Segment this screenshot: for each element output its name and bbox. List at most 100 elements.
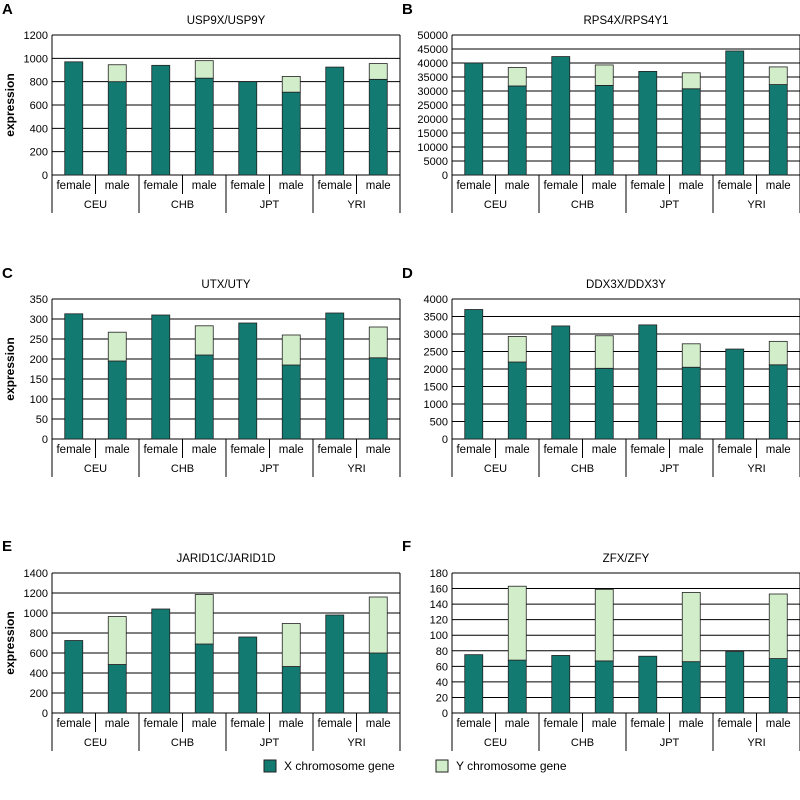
y-tick-label: 1500 [424, 382, 448, 394]
y-tick-label: 0 [442, 708, 448, 720]
x-group-label: JPT [260, 463, 280, 475]
y-tick-label: 3000 [424, 329, 448, 341]
x-subcategory-label: male [366, 180, 391, 192]
bar-y-gene [107, 616, 127, 665]
y-tick-label: 20000 [417, 114, 448, 126]
x-subcategory-label: female [143, 444, 178, 456]
y-tick-label: 45000 [417, 44, 448, 56]
bar-y-gene [768, 593, 788, 659]
legend-swatch-x-gene [263, 759, 277, 773]
x-subcategory-label: male [766, 180, 791, 192]
chart-panel-d: D DDX3X/DDX3Y 0 500 1000 1500 2000 2500 3000 3500… [402, 265, 800, 477]
chart-title: UTX/UTY [201, 279, 251, 291]
bar-x-gene [507, 85, 527, 176]
x-subcategory-label: male [592, 180, 617, 192]
bar-x-gene [194, 77, 214, 176]
bar-y-gene [681, 343, 701, 368]
bar-x-gene [238, 81, 258, 176]
bar-x-gene [325, 66, 345, 176]
x-subcategory-label: male [366, 718, 391, 730]
y-tick-label: 25000 [417, 100, 448, 112]
panel-letter: B [402, 1, 413, 18]
bar-x-gene [681, 366, 701, 440]
x-subcategory-label: male [192, 444, 217, 456]
y-tick-label: 0 [442, 434, 448, 446]
bar-x-gene [594, 660, 614, 714]
bar-y-gene [507, 336, 527, 363]
bar-y-gene [281, 76, 301, 93]
x-subcategory-label: male [766, 444, 791, 456]
y-tick-label: 1400 [24, 568, 48, 580]
x-group-label: JPT [660, 199, 680, 211]
bar-x-gene [151, 314, 171, 440]
panel-letter: C [2, 265, 13, 282]
bar-x-gene [768, 658, 788, 714]
y-tick-label: 2500 [424, 347, 448, 359]
y-tick-label: 100 [30, 394, 48, 406]
x-subcategory-label: female [317, 180, 352, 192]
bar-y-gene [107, 331, 127, 362]
bar-x-gene [507, 659, 527, 714]
bar-x-gene [594, 85, 614, 176]
legend-label-y-gene: Y chromosome gene [456, 759, 567, 773]
bar-x-gene [238, 636, 258, 714]
bar-x-gene [638, 655, 658, 714]
bar-x-gene [281, 91, 301, 176]
x-subcategory-label: male [679, 180, 704, 192]
y-tick-label: 50000 [417, 30, 448, 42]
bar-x-gene [551, 56, 571, 176]
x-group-label: CEU [484, 737, 507, 749]
y-tick-label: 600 [30, 100, 48, 112]
x-subcategory-label: male [505, 718, 530, 730]
chart-panel-f: F ZFX/ZFY 0 20 40 60 80 100 120 140 160 180 female ma… [402, 538, 800, 751]
bar-x-gene [681, 88, 701, 176]
y-tick-label: 0 [42, 170, 48, 182]
chart-panel-c: C UTX/UTY expression 0 50 100 150 200 250 300 350 f… [2, 265, 401, 477]
x-subcategory-label: male [766, 718, 791, 730]
x-subcategory-label: male [279, 718, 304, 730]
bar-x-gene [194, 643, 214, 714]
bar-y-gene [368, 326, 388, 359]
bar-x-gene [638, 71, 658, 176]
bar-x-gene [325, 614, 345, 714]
x-subcategory-label: female [630, 718, 665, 730]
bar-x-gene [281, 666, 301, 714]
x-group-label: YRI [347, 199, 365, 211]
x-group-label: CEU [484, 463, 507, 475]
y-tick-label: 35000 [417, 72, 448, 84]
y-axis-label: expression [3, 73, 17, 136]
bar-x-gene [725, 50, 745, 176]
y-tick-label: 600 [30, 648, 48, 660]
bar-x-gene [107, 360, 127, 440]
x-group-label: CEU [484, 199, 507, 211]
x-group-label: JPT [660, 737, 680, 749]
x-subcategory-label: female [456, 444, 491, 456]
x-subcategory-label: female [543, 180, 578, 192]
x-subcategory-label: male [279, 180, 304, 192]
panel-letter: E [2, 538, 12, 555]
y-tick-label: 3500 [424, 312, 448, 324]
bar-y-gene [594, 335, 614, 369]
bar-y-gene [681, 72, 701, 90]
bar-x-gene [107, 81, 127, 176]
bar-x-gene [151, 608, 171, 714]
x-subcategory-label: female [717, 180, 752, 192]
y-tick-label: 350 [30, 294, 48, 306]
bar-x-gene [368, 357, 388, 440]
y-tick-label: 50 [36, 414, 48, 426]
y-tick-label: 400 [30, 123, 48, 135]
x-subcategory-label: male [279, 444, 304, 456]
x-subcategory-label: female [56, 444, 91, 456]
y-tick-label: 4000 [424, 294, 448, 306]
bar-x-gene [151, 64, 171, 176]
bar-y-gene [507, 585, 527, 661]
x-group-label: YRI [747, 463, 765, 475]
y-tick-label: 180 [430, 568, 448, 580]
panel-letter: D [402, 265, 413, 282]
y-tick-label: 100 [430, 630, 448, 642]
y-tick-label: 300 [30, 314, 48, 326]
y-tick-label: 10000 [417, 142, 448, 154]
chart-title: ZFX/ZFY [603, 553, 650, 565]
legend: X chromosome gene Y chromosome gene [263, 759, 567, 773]
x-subcategory-label: male [192, 180, 217, 192]
